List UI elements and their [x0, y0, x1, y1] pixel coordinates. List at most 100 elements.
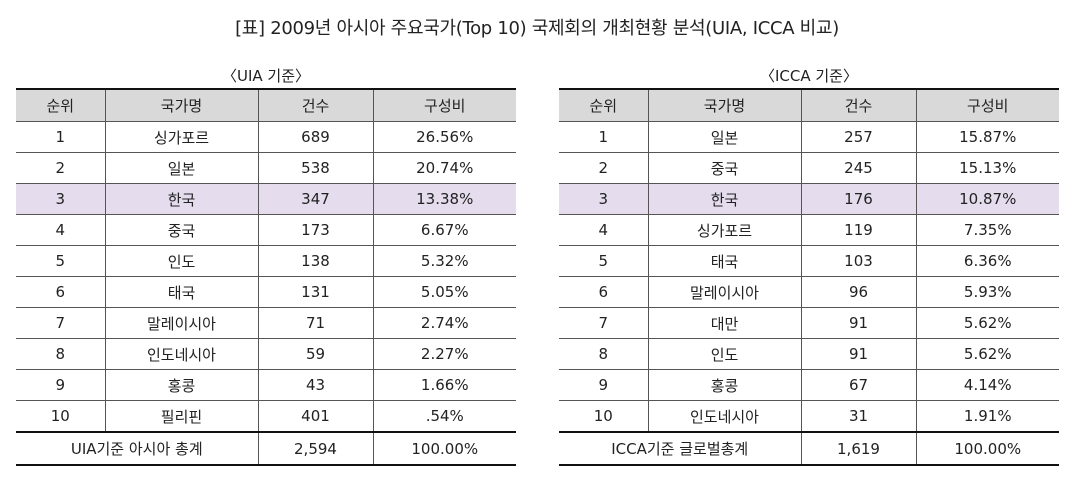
- table-row: 7 대만 91 5.62%: [559, 307, 1059, 339]
- header-count: 건수: [257, 88, 374, 122]
- total-row: ICCA기준 글로벌총계 1,619 100.00%: [559, 431, 1059, 465]
- table-row: 1 일본 257 15.87%: [559, 121, 1059, 153]
- count-cell: 173: [257, 214, 374, 246]
- rank-cell: 4: [559, 214, 649, 246]
- table-row: 6 말레이시아 96 5.93%: [559, 276, 1059, 308]
- table-row: 5 인도 138 5.32%: [16, 245, 516, 277]
- table-row: 4 싱가포르 119 7.35%: [559, 214, 1059, 246]
- rank-cell: 9: [16, 369, 106, 401]
- icca-panel: 〈ICCA 기준〉 순위 국가명 건수 구성비 1 일본 257 15.87% 2 중국 2…: [559, 64, 1059, 466]
- page-title: [표] 2009년 아시아 주요국가(Top 10) 국제회의 개최현황 분석(…: [235, 18, 839, 39]
- country-cell: 홍콩: [647, 369, 802, 401]
- table-row: 5 태국 103 6.36%: [559, 245, 1059, 277]
- rank-cell: 7: [559, 307, 649, 339]
- share-cell: 4.14%: [915, 369, 1059, 401]
- table-header-row: 순위 국가명 건수 구성비: [559, 88, 1059, 122]
- uia-table: 순위 국가명 건수 구성비 1 싱가포르 689 26.56% 2 일본 538 20.74%…: [16, 88, 516, 466]
- header-country: 국가명: [104, 88, 259, 122]
- share-cell: 6.36%: [915, 245, 1059, 277]
- share-cell: 10.87%: [915, 183, 1059, 215]
- count-cell: 538: [257, 152, 374, 184]
- count-cell: 689: [257, 121, 374, 153]
- count-cell: 103: [800, 245, 917, 277]
- share-cell: 13.38%: [372, 183, 516, 215]
- count-cell: 43: [257, 369, 374, 401]
- total-label: ICCA기준 글로벌총계: [559, 431, 802, 465]
- country-cell: 필리핀: [104, 400, 259, 432]
- count-cell: 91: [800, 338, 917, 370]
- count-cell: 347: [257, 183, 374, 215]
- country-cell: 싱가포르: [647, 214, 802, 246]
- table-row: 4 중국 173 6.67%: [16, 214, 516, 246]
- country-cell: 태국: [647, 245, 802, 277]
- share-cell: 1.66%: [372, 369, 516, 401]
- table-header-row: 순위 국가명 건수 구성비: [16, 88, 516, 122]
- header-rank: 순위: [559, 88, 649, 122]
- share-cell: 5.62%: [915, 338, 1059, 370]
- rank-cell: 10: [559, 400, 649, 432]
- country-cell: 홍콩: [104, 369, 259, 401]
- count-cell: 245: [800, 152, 917, 184]
- rank-cell: 6: [559, 276, 649, 308]
- share-cell: 26.56%: [372, 121, 516, 153]
- total-count: 1,619: [800, 431, 917, 465]
- table-row: 9 홍콩 43 1.66%: [16, 369, 516, 401]
- share-cell: 1.91%: [915, 400, 1059, 432]
- rank-cell: 8: [559, 338, 649, 370]
- share-cell: 7.35%: [915, 214, 1059, 246]
- icca-table-body: 1 일본 257 15.87% 2 중국 245 15.13% 3 한국 176 10.87% 4 싱가포…: [559, 121, 1059, 432]
- table-row: 9 홍콩 67 4.14%: [559, 369, 1059, 401]
- count-cell: 71: [257, 307, 374, 339]
- share-cell: 5.05%: [372, 276, 516, 308]
- table-row: 2 중국 245 15.13%: [559, 152, 1059, 184]
- table-row: 3 한국 176 10.87%: [559, 183, 1059, 215]
- table-row: 10 필리핀 401.54%: [16, 400, 516, 432]
- total-count: 2,594: [257, 431, 374, 465]
- country-cell: 한국: [104, 183, 259, 215]
- country-cell: 싱가포르: [104, 121, 259, 153]
- rank-cell: 7: [16, 307, 106, 339]
- header-share: 구성비: [915, 88, 1059, 122]
- share-cell: 2.74%: [372, 307, 516, 339]
- country-cell: 말레이시아: [647, 276, 802, 308]
- total-share: 100.00%: [372, 431, 516, 465]
- count-cell: 138: [257, 245, 374, 277]
- header-country: 국가명: [647, 88, 802, 122]
- rank-cell: 10: [16, 400, 106, 432]
- count-cell: 257: [800, 121, 917, 153]
- country-cell: 말레이시아: [104, 307, 259, 339]
- share-cell: .54%: [372, 400, 516, 432]
- table-row: 6 태국 131 5.05%: [16, 276, 516, 308]
- share-cell: 5.32%: [372, 245, 516, 277]
- count-cell: 67: [800, 369, 917, 401]
- share-cell: 20.74%: [372, 152, 516, 184]
- rank-cell: 8: [16, 338, 106, 370]
- table-row: 8 인도 91 5.62%: [559, 338, 1059, 370]
- count-cell: 91: [800, 307, 917, 339]
- rank-cell: 5: [16, 245, 106, 277]
- country-cell: 인도: [647, 338, 802, 370]
- table-row: 2 일본 538 20.74%: [16, 152, 516, 184]
- count-cell: 31: [800, 400, 917, 432]
- country-cell: 인도네시아: [104, 338, 259, 370]
- total-label: UIA기준 아시아 총계: [16, 431, 259, 465]
- share-cell: 15.87%: [915, 121, 1059, 153]
- rank-cell: 5: [559, 245, 649, 277]
- icca-subtitle: 〈ICCA 기준〉: [759, 67, 858, 85]
- country-cell: 일본: [104, 152, 259, 184]
- table-row: 10 인도네시아 31 1.91%: [559, 400, 1059, 432]
- country-cell: 인도네시아: [647, 400, 802, 432]
- country-cell: 인도: [104, 245, 259, 277]
- rank-cell: 4: [16, 214, 106, 246]
- country-cell: 중국: [647, 152, 802, 184]
- count-cell: 401: [257, 400, 374, 432]
- rank-cell: 6: [16, 276, 106, 308]
- count-cell: 96: [800, 276, 917, 308]
- country-cell: 중국: [104, 214, 259, 246]
- header-count: 건수: [800, 88, 917, 122]
- total-row: UIA기준 아시아 총계 2,594 100.00%: [16, 431, 516, 465]
- share-cell: 15.13%: [915, 152, 1059, 184]
- country-cell: 한국: [647, 183, 802, 215]
- table-row: 3 한국 347 13.38%: [16, 183, 516, 215]
- table-row: 7 말레이시아 71 2.74%: [16, 307, 516, 339]
